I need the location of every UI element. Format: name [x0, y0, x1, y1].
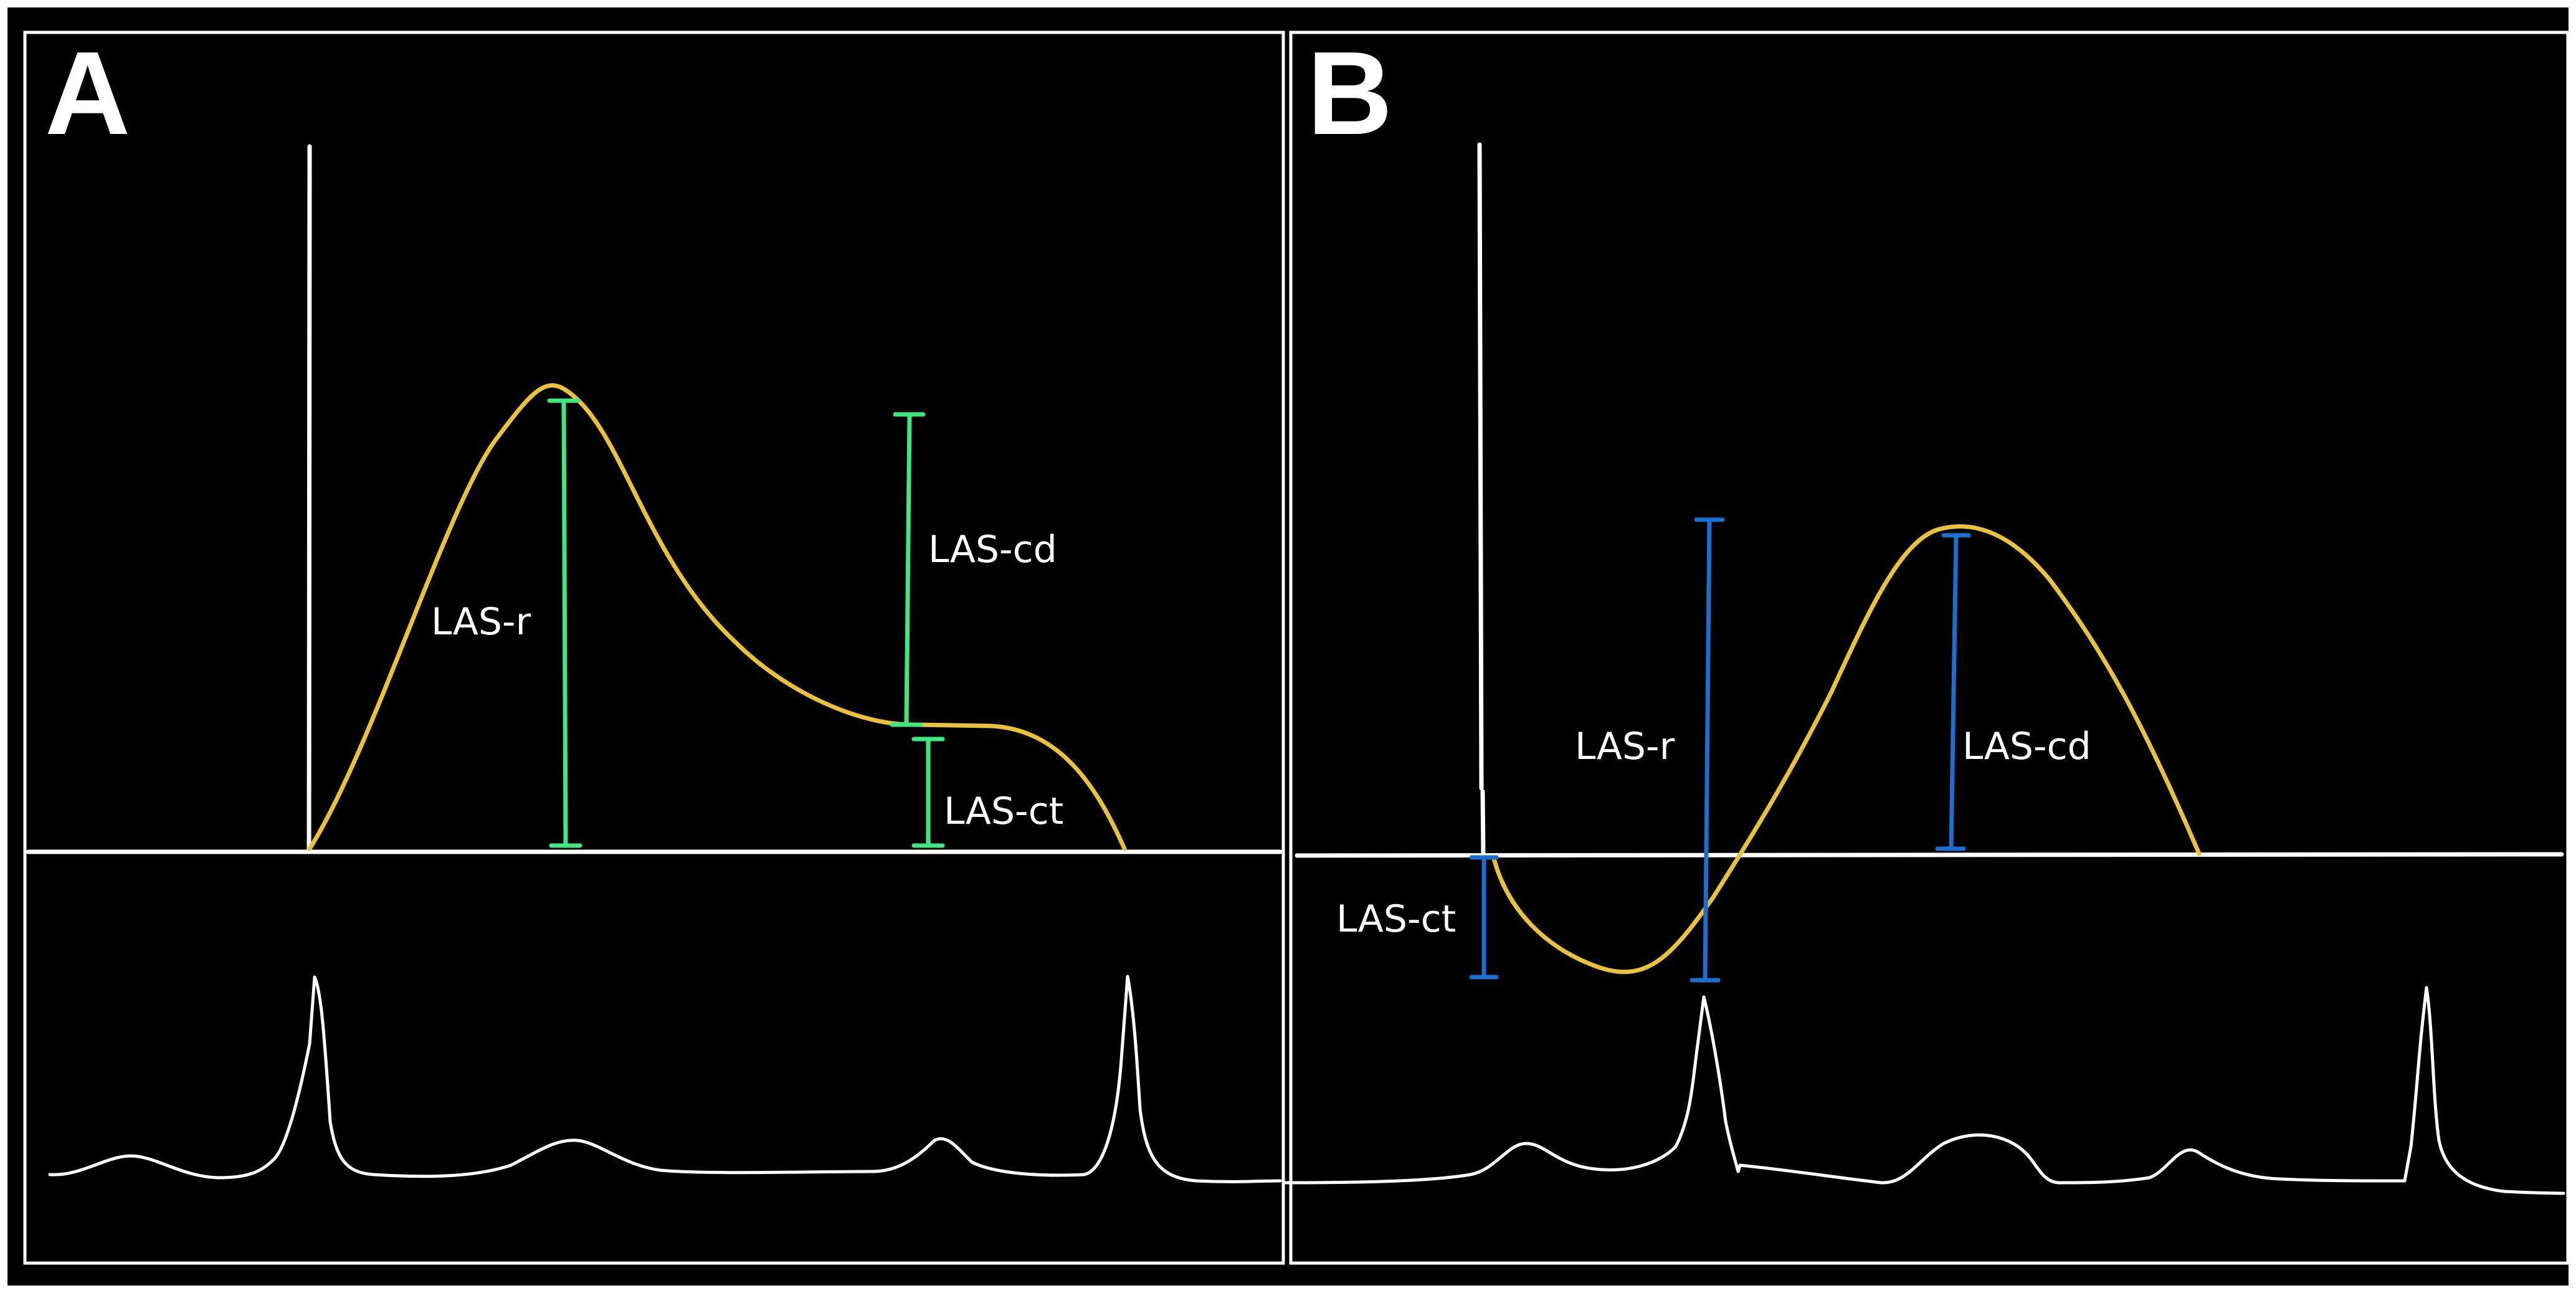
- panel-b-baseline: [1295, 852, 2564, 858]
- panel-b-las-cd-label: LAS-cd: [1962, 725, 2091, 768]
- panel-b: B LAS-r LAS-cd LAS-ct: [1281, 27, 2565, 1195]
- panel-b-las-ct-marker: [1469, 855, 1499, 980]
- panel-a-las-r-marker: [547, 398, 582, 848]
- panel-a-las-r-label: LAS-r: [431, 600, 531, 644]
- panel-a-frame: [23, 31, 1285, 1265]
- panel-a-las-cd-label: LAS-cd: [928, 528, 1057, 571]
- panel-b-letter: B: [1307, 27, 1392, 160]
- panel-a-y-axis: [307, 144, 312, 853]
- figure-background: [7, 7, 2569, 1286]
- panel-a-letter: A: [45, 27, 130, 160]
- panel-b-strain-curve: [1491, 524, 2202, 975]
- panel-b-las-cd-marker: [1935, 533, 1971, 851]
- panel-b-las-ct-label: LAS-ct: [1336, 897, 1456, 941]
- panel-b-ecg-trace: [1281, 986, 2565, 1195]
- panel-a: A LAS-r LAS-cd LAS-ct: [26, 27, 1283, 1183]
- panel-a-las-cd-marker: [890, 412, 926, 727]
- panel-b-frame: [1289, 31, 2570, 1265]
- panel-b-las-r-label: LAS-r: [1575, 725, 1675, 768]
- panel-a-ecg-trace: [48, 975, 1282, 1183]
- panel-a-las-ct-label: LAS-ct: [944, 790, 1063, 833]
- panel-b-y-axis: [1477, 142, 1484, 791]
- panel-a-strain-curve: [307, 383, 1127, 851]
- panel-a-las-ct-marker: [911, 737, 945, 848]
- panel-b-las-r-marker: [1690, 517, 1725, 983]
